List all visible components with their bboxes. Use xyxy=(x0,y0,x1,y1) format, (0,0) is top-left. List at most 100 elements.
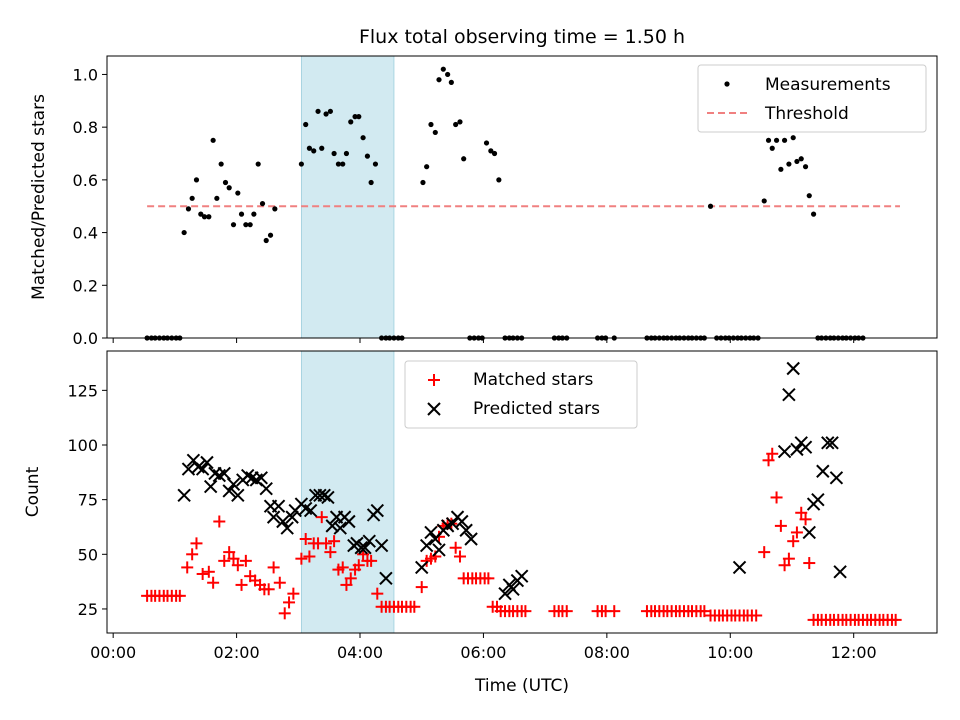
ratio-y-tick-label: 0.0 xyxy=(73,329,98,348)
measurement-point xyxy=(707,203,714,209)
measurement-point xyxy=(781,137,788,143)
measurement-point xyxy=(778,166,784,172)
x-axis-label: Time (UTC) xyxy=(474,676,569,696)
chart-title: Flux total observing time = 1.50 h xyxy=(359,26,685,48)
legend-marker-matched xyxy=(428,374,440,386)
predicted-star-point xyxy=(266,510,281,524)
measurement-point xyxy=(319,145,325,151)
predicted-star-point xyxy=(303,503,318,518)
measurement-point xyxy=(272,206,278,212)
predicted-star-point xyxy=(280,521,294,535)
predicted-star-point xyxy=(195,462,210,476)
matched-star-point xyxy=(795,506,808,519)
predicted-star-point xyxy=(191,460,206,474)
matched-star-point xyxy=(239,554,252,567)
count-y-axis-label: Count xyxy=(23,466,43,517)
ratio-y-tick-label: 1.0 xyxy=(73,65,98,84)
measurement-point xyxy=(810,211,817,217)
measurement-point xyxy=(453,121,459,128)
matched-star-point xyxy=(190,537,203,550)
measurement-point xyxy=(448,79,454,85)
measurement-point xyxy=(201,214,208,220)
measurement-point xyxy=(360,135,366,141)
ratio-legend: Measurements Threshold xyxy=(697,64,927,133)
legend-label-measurements: Measurements xyxy=(765,75,891,95)
count-plot-area xyxy=(141,361,902,626)
predicted-star-point xyxy=(424,525,438,540)
legend-marker-predicted xyxy=(427,402,441,416)
measurement-point xyxy=(436,77,442,83)
measurement-point xyxy=(496,177,502,183)
matched-star-point xyxy=(782,552,795,565)
measurement-point xyxy=(773,137,780,143)
measurement-point xyxy=(790,135,796,141)
predicted-star-point xyxy=(259,482,273,496)
predicted-star-point xyxy=(802,525,816,540)
matched-star-point xyxy=(283,596,296,609)
x-tick-label: 12:00 xyxy=(831,643,877,662)
predicted-star-point xyxy=(342,514,356,529)
matched-star-point xyxy=(770,491,783,504)
measurement-point xyxy=(267,232,274,238)
matched-star-point xyxy=(340,578,353,591)
matched-star-point xyxy=(227,552,240,565)
measurement-point xyxy=(769,145,775,151)
count-axes-frame xyxy=(106,350,938,634)
measurement-point xyxy=(206,214,212,220)
predicted-star-point xyxy=(732,560,747,575)
ratio-y-axis: 0.0 0.2 0.4 0.6 0.8 1.0 xyxy=(73,65,107,348)
matched-star-point xyxy=(365,554,378,567)
measurement-point xyxy=(193,177,200,183)
matched-star-point xyxy=(519,605,532,618)
predicted-star-point xyxy=(798,440,813,454)
count-y-tick-label: 25 xyxy=(78,600,98,619)
matched-star-point xyxy=(278,607,291,620)
measurement-point xyxy=(315,108,321,114)
measurement-point xyxy=(806,193,812,199)
ratio-y-tick-label: 0.8 xyxy=(73,118,98,137)
measurement-point xyxy=(243,222,249,228)
matched-star-point xyxy=(344,572,357,585)
predicted-star-point xyxy=(181,462,196,476)
predicted-star-point xyxy=(240,468,255,483)
matched-star-point xyxy=(218,554,231,567)
measurement-point xyxy=(251,211,257,217)
measurement-point xyxy=(491,150,498,157)
predicted-star-point xyxy=(285,510,299,524)
measurement-point xyxy=(222,179,229,186)
count-y-tick-label: 50 xyxy=(78,545,98,564)
matched-star-point xyxy=(196,567,209,580)
predicted-star-point xyxy=(222,484,236,498)
predicted-star-point xyxy=(313,488,327,502)
measurement-point xyxy=(445,71,451,78)
x-tick-label: 02:00 xyxy=(214,643,260,662)
matched-star-point xyxy=(774,519,787,532)
measurement-point xyxy=(356,114,362,120)
matched-star-point xyxy=(889,613,902,626)
matched-star-point xyxy=(449,541,462,554)
matched-star-point xyxy=(299,533,312,545)
matched-star-point xyxy=(352,559,365,572)
measurement-point xyxy=(238,211,245,217)
matched-star-point xyxy=(408,600,421,613)
predicted-star-point xyxy=(231,488,245,502)
x-tick-label: 10:00 xyxy=(707,643,753,662)
measurement-point xyxy=(331,150,337,157)
measurement-point xyxy=(368,179,374,186)
predicted-star-point xyxy=(459,523,473,537)
matched-star-point xyxy=(303,550,316,563)
count-y-tick-label: 100 xyxy=(67,436,98,455)
matched-star-point xyxy=(295,552,308,565)
ratio-y-tick-label: 0.4 xyxy=(73,224,98,243)
matched-star-point xyxy=(790,526,803,539)
predicted-star-point xyxy=(464,532,478,546)
measurement-point xyxy=(259,200,266,207)
matched-star-point xyxy=(560,605,573,618)
matched-star-point xyxy=(231,559,244,572)
predicted-star-point xyxy=(321,490,335,505)
matched-star-point xyxy=(482,572,495,585)
predicted-star-point xyxy=(777,444,792,459)
legend-label-predicted: Predicted stars xyxy=(473,399,600,419)
matched-star-point xyxy=(223,546,236,559)
